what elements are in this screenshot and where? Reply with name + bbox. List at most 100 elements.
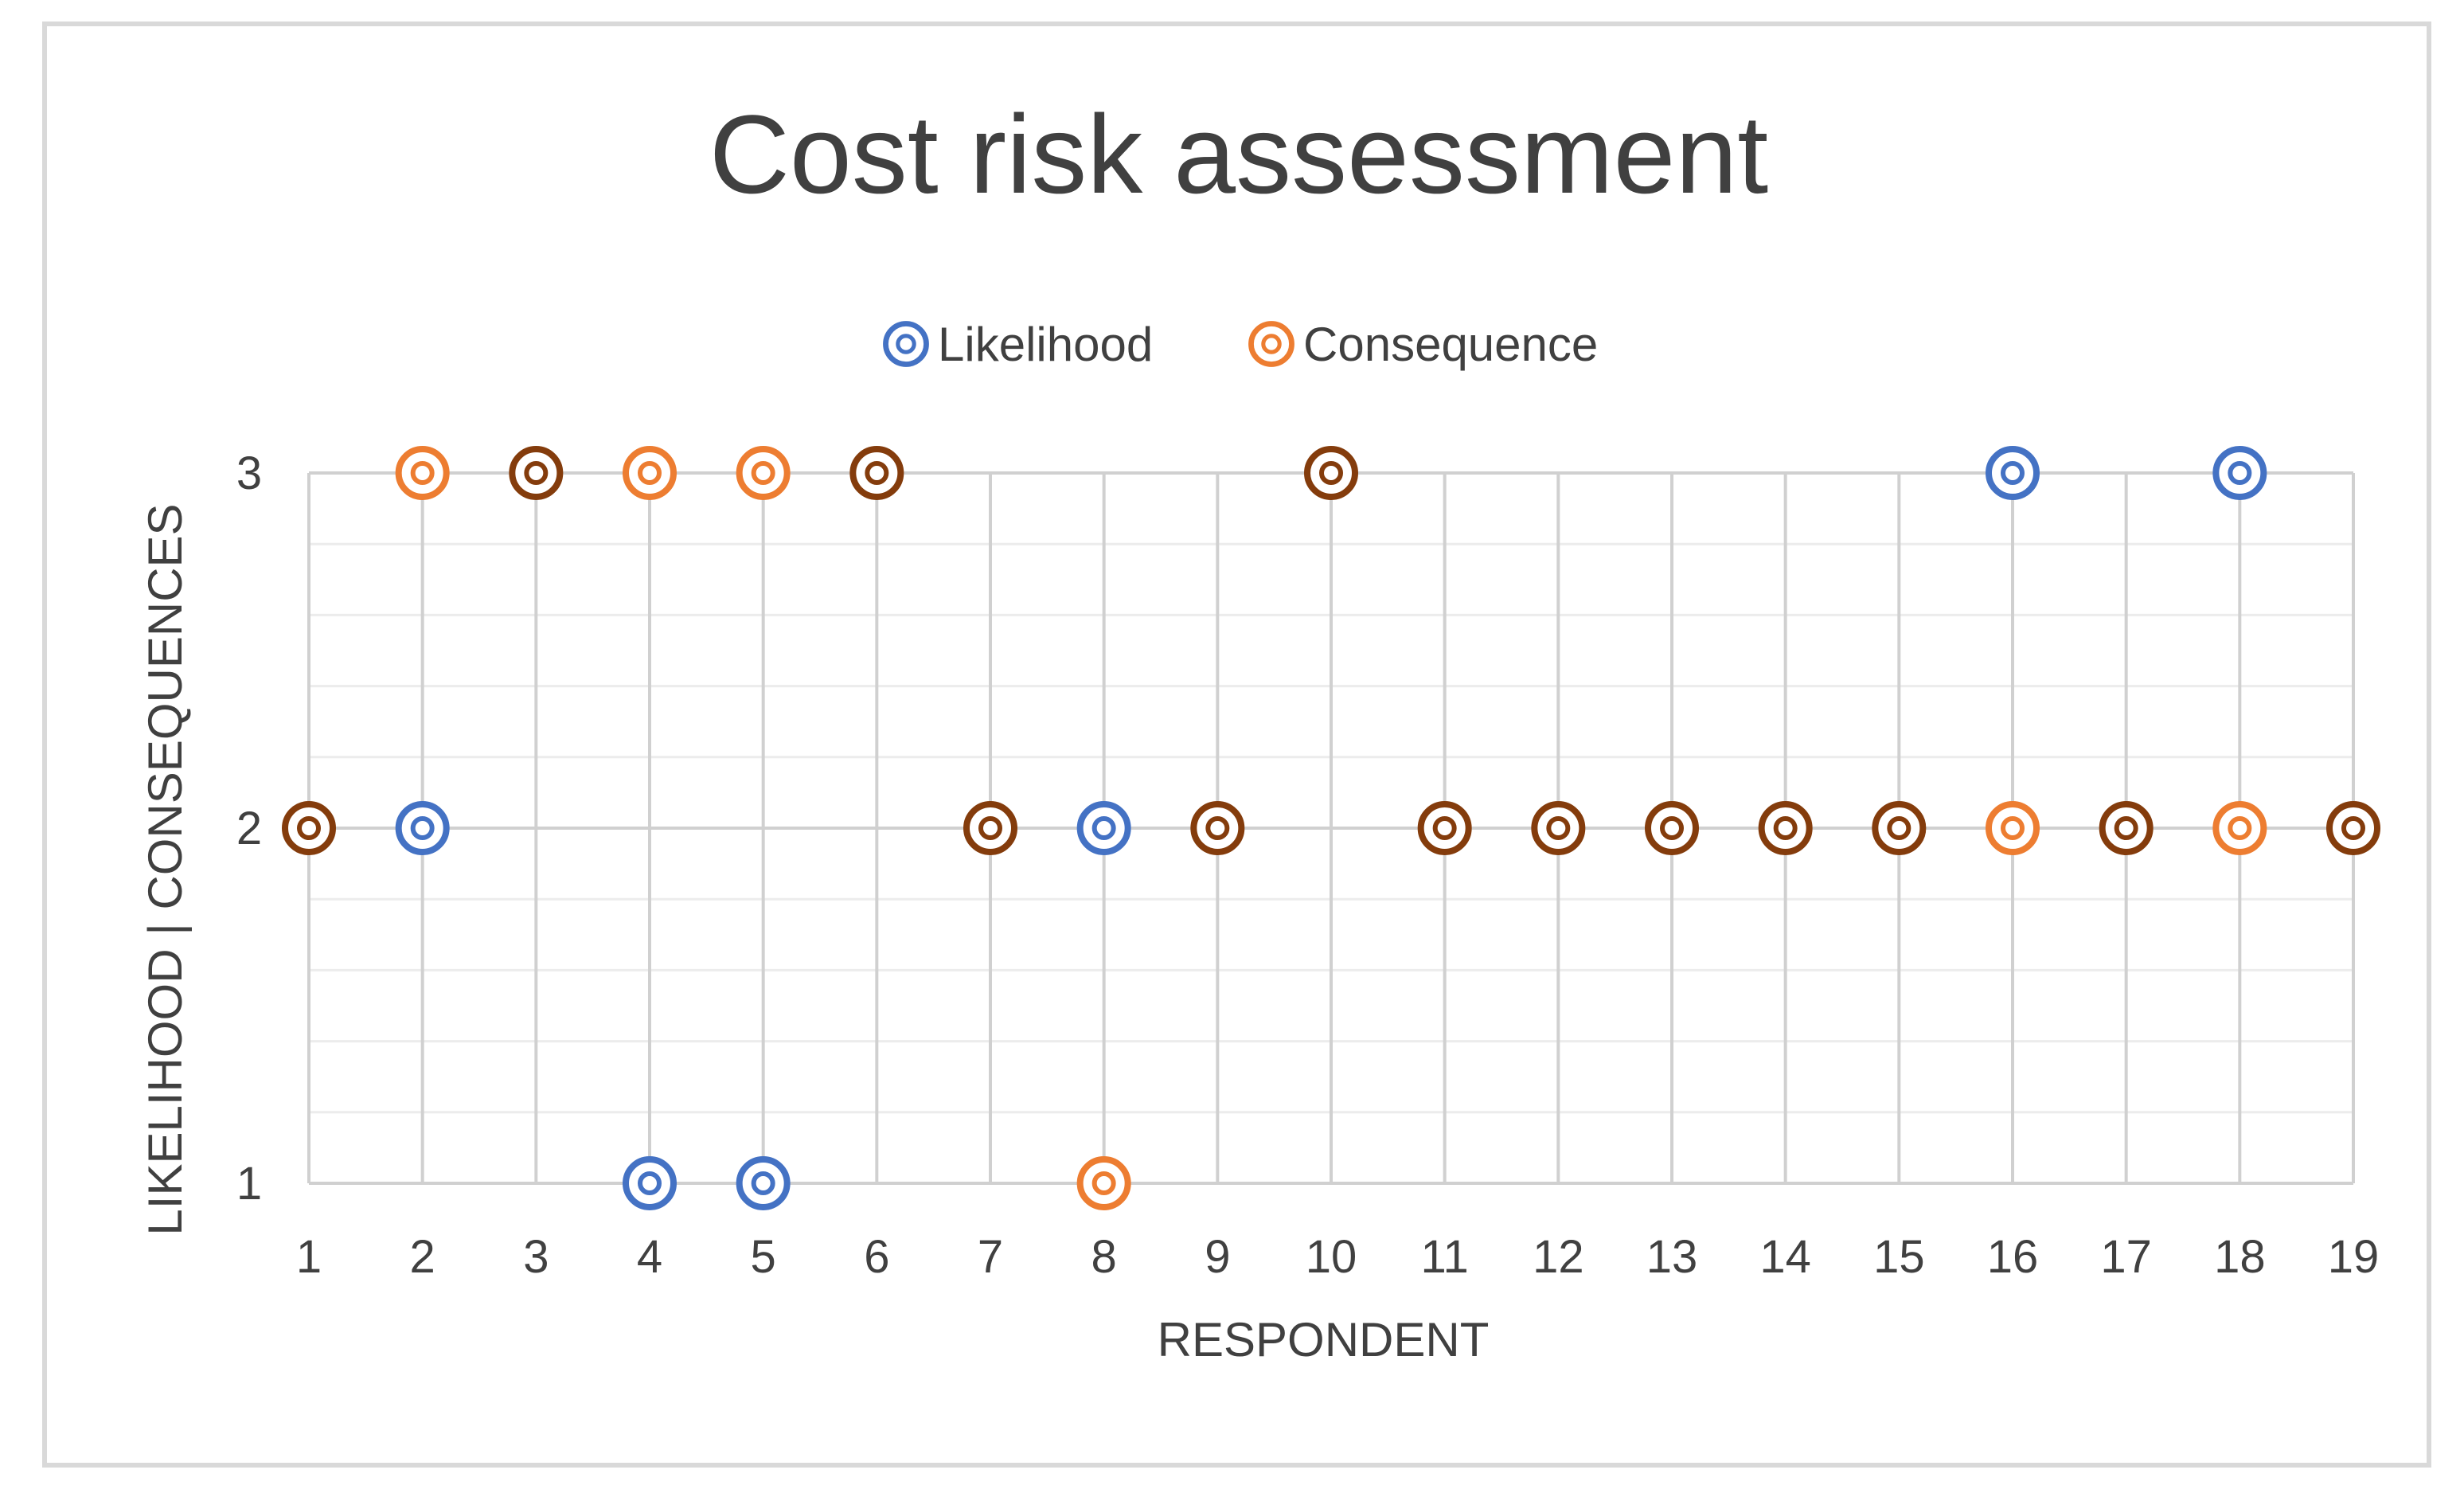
x-tick-label: 18 xyxy=(2214,1231,2266,1283)
legend-label: Likelihood xyxy=(938,318,1153,371)
overlap-point xyxy=(2099,801,2154,855)
overlap-point xyxy=(1758,801,1813,855)
legend-marker-icon xyxy=(1248,321,1294,367)
marker-inner-ring xyxy=(896,334,916,354)
marker-inner-ring xyxy=(1091,816,1116,840)
overlap-point xyxy=(2326,801,2380,855)
x-tick-label: 4 xyxy=(637,1231,662,1283)
y-tick-label: 2 xyxy=(236,803,262,854)
x-tick-label: 3 xyxy=(523,1231,549,1283)
y-tick-label: 3 xyxy=(236,448,262,499)
marker-inner-ring xyxy=(2228,461,2252,485)
marker-inner-ring xyxy=(751,461,775,485)
marker-inner-ring xyxy=(1432,816,1457,840)
marker-outer-ring xyxy=(883,321,929,367)
marker-outer-ring xyxy=(1872,801,1927,855)
marker-outer-ring xyxy=(736,446,791,500)
legend-item: Likelihood xyxy=(883,318,1153,371)
marker-outer-ring xyxy=(282,801,336,855)
marker-inner-ring xyxy=(410,461,435,485)
overlap-point xyxy=(1531,801,1586,855)
marker-inner-ring xyxy=(1546,816,1571,840)
overlap-point xyxy=(849,446,904,500)
marker-outer-ring xyxy=(1531,801,1586,855)
overlap-point xyxy=(282,801,336,855)
marker-outer-ring xyxy=(1986,801,2040,855)
likelihood-point xyxy=(736,1156,791,1210)
consequence-point xyxy=(623,446,677,500)
chart-border xyxy=(42,21,2431,1468)
marker-outer-ring xyxy=(623,1156,677,1210)
marker-outer-ring xyxy=(623,446,677,500)
likelihood-point xyxy=(395,801,450,855)
marker-outer-ring xyxy=(395,446,450,500)
x-tick-label: 5 xyxy=(751,1231,776,1283)
x-tick-label: 8 xyxy=(1091,1231,1117,1283)
marker-inner-ring xyxy=(410,816,435,840)
marker-inner-ring xyxy=(2001,816,2025,840)
marker-outer-ring xyxy=(1304,446,1358,500)
x-tick-label: 9 xyxy=(1205,1231,1230,1283)
marker-outer-ring xyxy=(1986,446,2040,500)
x-tick-label: 14 xyxy=(1759,1231,1811,1283)
x-tick-label: 7 xyxy=(978,1231,1003,1283)
overlap-point xyxy=(509,446,564,500)
marker-outer-ring xyxy=(2212,446,2267,500)
x-tick-label: 15 xyxy=(1873,1231,1925,1283)
marker-inner-ring xyxy=(1091,1171,1116,1195)
x-tick-label: 10 xyxy=(1306,1231,1357,1283)
legend-label: Consequence xyxy=(1303,318,1598,371)
marker-inner-ring xyxy=(751,1171,775,1195)
marker-outer-ring xyxy=(849,446,904,500)
marker-outer-ring xyxy=(1758,801,1813,855)
marker-inner-ring xyxy=(2001,461,2025,485)
consequence-point xyxy=(395,446,450,500)
overlap-point xyxy=(1872,801,1927,855)
marker-outer-ring xyxy=(2326,801,2380,855)
x-tick-label: 11 xyxy=(1421,1231,1469,1283)
x-tick-label: 17 xyxy=(2100,1231,2152,1283)
marker-inner-ring xyxy=(1773,816,1798,840)
marker-outer-ring xyxy=(509,446,564,500)
marker-inner-ring xyxy=(2114,816,2138,840)
marker-outer-ring xyxy=(1076,801,1131,855)
marker-inner-ring xyxy=(865,461,889,485)
likelihood-point xyxy=(2212,446,2267,500)
likelihood-point xyxy=(1076,801,1131,855)
x-tick-label: 16 xyxy=(1987,1231,2039,1283)
marker-inner-ring xyxy=(638,461,662,485)
y-tick-label: 1 xyxy=(236,1158,262,1210)
marker-inner-ring xyxy=(297,816,321,840)
marker-inner-ring xyxy=(1261,334,1282,354)
x-tick-label: 2 xyxy=(410,1231,435,1283)
x-axis-label: RESPONDENT xyxy=(1158,1313,1490,1366)
likelihood-point xyxy=(623,1156,677,1210)
overlap-point xyxy=(963,801,1017,855)
consequence-point xyxy=(736,446,791,500)
likelihood-point xyxy=(1986,446,2040,500)
marker-outer-ring xyxy=(736,1156,791,1210)
overlap-point xyxy=(1645,801,1699,855)
x-tick-label: 6 xyxy=(864,1231,889,1283)
overlap-point xyxy=(1304,446,1358,500)
marker-inner-ring xyxy=(2228,816,2252,840)
marker-inner-ring xyxy=(1319,461,1343,485)
x-tick-label: 19 xyxy=(2328,1231,2380,1283)
marker-outer-ring xyxy=(395,801,450,855)
marker-outer-ring xyxy=(1076,1156,1131,1210)
marker-inner-ring xyxy=(638,1171,662,1195)
marker-inner-ring xyxy=(978,816,1002,840)
consequence-point xyxy=(2212,801,2267,855)
marker-inner-ring xyxy=(1887,816,1911,840)
x-tick-label: 12 xyxy=(1533,1231,1584,1283)
marker-outer-ring xyxy=(2212,801,2267,855)
marker-outer-ring xyxy=(1190,801,1245,855)
overlap-point xyxy=(1190,801,1245,855)
marker-outer-ring xyxy=(963,801,1017,855)
legend: Likelihood Consequence xyxy=(883,318,1598,371)
overlap-point xyxy=(1417,801,1472,855)
marker-inner-ring xyxy=(1205,816,1230,840)
